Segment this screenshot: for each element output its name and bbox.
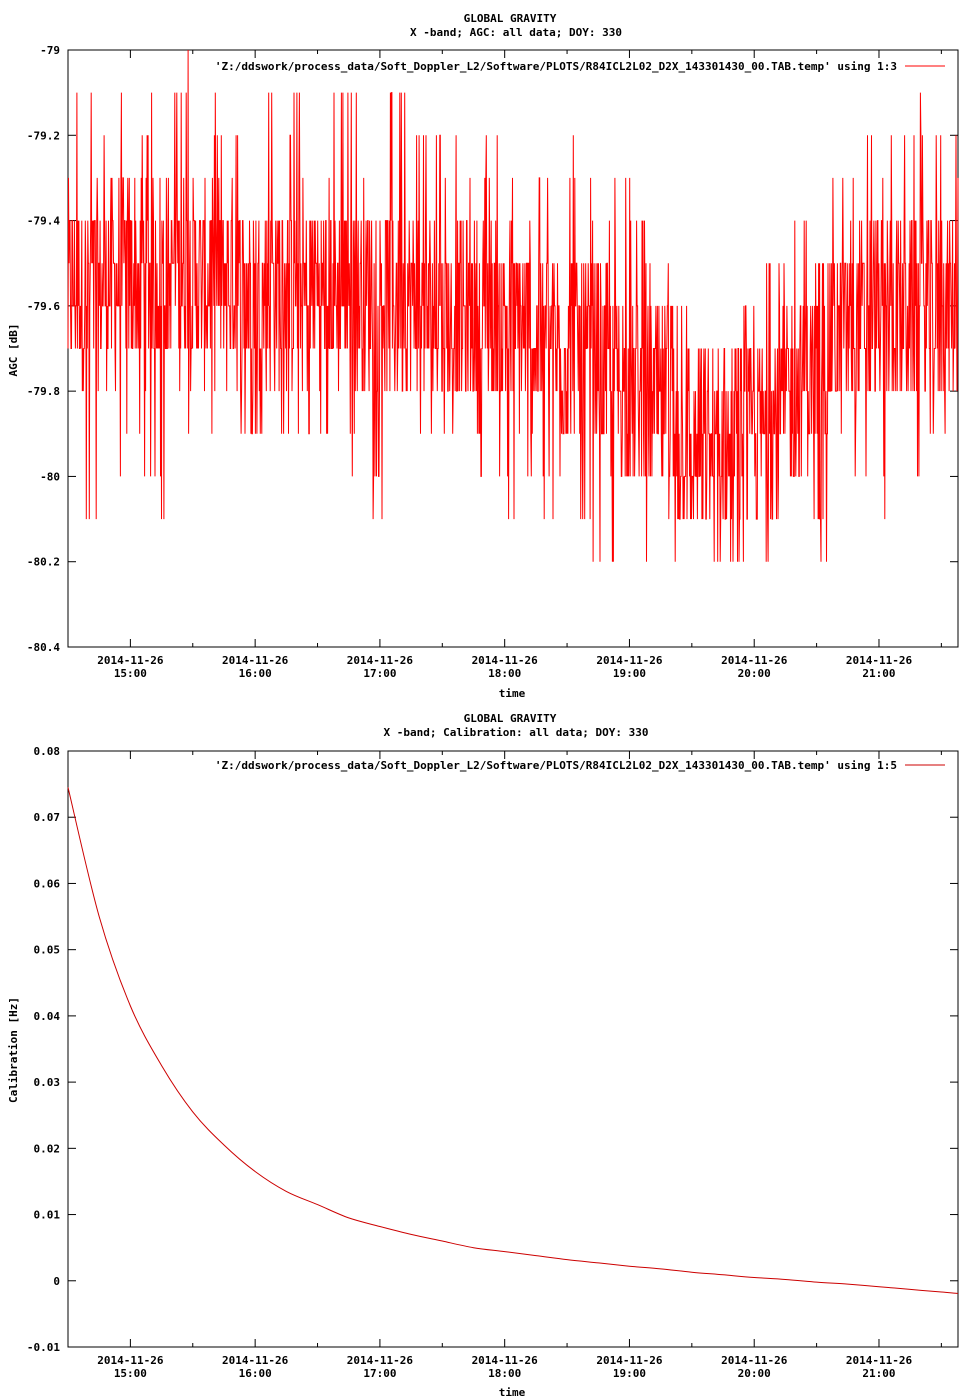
- y-tick-label: -80.4: [27, 641, 60, 654]
- x-tick-time: 16:00: [239, 1367, 272, 1380]
- y-tick-label: -80.2: [27, 556, 60, 569]
- y-axis-label: Calibration [Hz]: [7, 997, 20, 1103]
- x-tick-time: 20:00: [738, 1367, 771, 1380]
- y-tick-label: -79.6: [27, 300, 60, 313]
- y-tick-label: 0.05: [34, 944, 61, 957]
- x-tick-time: 18:00: [488, 1367, 521, 1380]
- x-tick-date: 2014-11-26: [222, 654, 289, 667]
- y-tick-label: 0.02: [34, 1142, 61, 1155]
- x-tick-time: 17:00: [363, 667, 396, 680]
- legend-label: 'Z:/ddswork/process_data/Soft_Doppler_L2…: [215, 759, 897, 772]
- series-line: [67, 787, 959, 1294]
- x-tick-time: 15:00: [114, 1367, 147, 1380]
- x-tick-date: 2014-11-26: [846, 654, 913, 667]
- x-tick-time: 19:00: [613, 667, 646, 680]
- chart-subtitle: X -band; Calibration: all data; DOY: 330: [384, 726, 649, 739]
- y-tick-label: 0.03: [34, 1076, 61, 1089]
- x-tick-date: 2014-11-26: [222, 1354, 289, 1367]
- x-tick-date: 2014-11-26: [472, 654, 539, 667]
- legend-label: 'Z:/ddswork/process_data/Soft_Doppler_L2…: [215, 60, 897, 73]
- calibration-marks: -0.01 0 0.01 0.02 0.03 0.04 0.05 0.06 0.07 0.08 20…: [27, 745, 959, 1380]
- x-tick-time: 19:00: [613, 1367, 646, 1380]
- y-tick-label: 0.08: [34, 745, 61, 758]
- plot-frame: [67, 750, 959, 1348]
- x-axis-label: time: [499, 687, 526, 700]
- x-tick-time: 17:00: [363, 1367, 396, 1380]
- x-tick-date: 2014-11-26: [97, 654, 164, 667]
- y-tick-label: 0.06: [34, 877, 61, 890]
- x-tick-time: 18:00: [488, 667, 521, 680]
- x-tick-date: 2014-11-26: [347, 1354, 414, 1367]
- y-tick-label: -79.4: [27, 215, 60, 228]
- x-tick-time: 16:00: [239, 667, 272, 680]
- chart-subtitle: X -band; AGC: all data; DOY: 330: [410, 26, 622, 39]
- x-tick-date: 2014-11-26: [721, 654, 788, 667]
- y-tick-label: 0.07: [34, 811, 61, 824]
- y-tick-label: -79: [40, 44, 60, 57]
- y-tick-label: -0.01: [27, 1341, 60, 1354]
- chart-title: GLOBAL GRAVITY: [464, 712, 557, 725]
- x-tick-date: 2014-11-26: [472, 1354, 539, 1367]
- y-tick-label: -79.8: [27, 385, 60, 398]
- x-tick-time: 15:00: [114, 667, 147, 680]
- y-axis-label: AGC [dB]: [7, 324, 20, 377]
- series-line: [67, 49, 959, 562]
- x-tick-time: 20:00: [738, 667, 771, 680]
- x-tick-time: 21:00: [862, 667, 895, 680]
- chart-title: GLOBAL GRAVITY: [464, 12, 557, 25]
- x-tick-date: 2014-11-26: [97, 1354, 164, 1367]
- agc-chart: GLOBAL GRAVITY X -band; AGC: all data; D…: [7, 12, 959, 700]
- y-tick-label: -79.2: [27, 129, 60, 142]
- x-tick-date: 2014-11-26: [596, 654, 663, 667]
- agc-marks: -80.4 -80.2 -80 -79.8 -79.6 -79.4 -79.2 -79 2014…: [27, 44, 959, 680]
- y-tick-label: 0.01: [34, 1209, 61, 1222]
- y-tick-label: 0: [53, 1275, 60, 1288]
- x-axis-label: time: [499, 1386, 526, 1399]
- x-tick-date: 2014-11-26: [721, 1354, 788, 1367]
- x-tick-date: 2014-11-26: [846, 1354, 913, 1367]
- x-tick-time: 21:00: [862, 1367, 895, 1380]
- y-tick-label: -80: [40, 470, 60, 483]
- x-tick-date: 2014-11-26: [347, 654, 414, 667]
- x-tick-date: 2014-11-26: [596, 1354, 663, 1367]
- calibration-chart: GLOBAL GRAVITY X -band; Calibration: all…: [7, 712, 959, 1399]
- y-tick-label: 0.04: [34, 1010, 61, 1023]
